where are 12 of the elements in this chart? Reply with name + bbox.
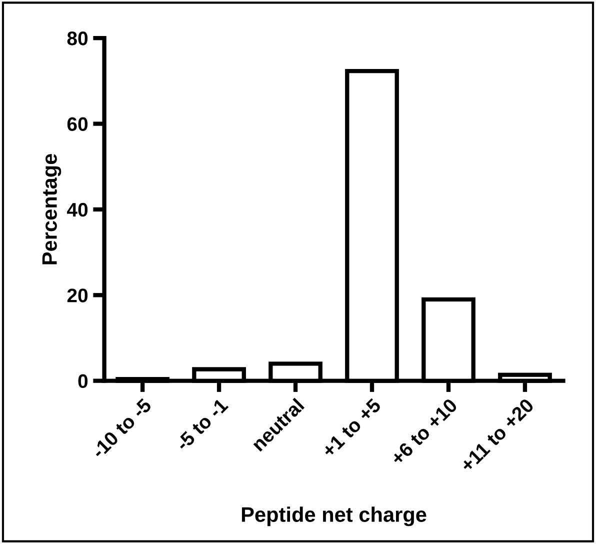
y-axis-title: Percentage	[42, 154, 62, 264]
x-tick-label: +6 to +10	[390, 398, 458, 466]
x-tick-label: -10 to -5	[90, 398, 152, 460]
x-axis-title: Peptide net charge	[242, 506, 426, 526]
y-tick-label: 60	[67, 117, 88, 131]
x-tick-label: -5 to -1	[175, 398, 229, 452]
y-tick-label: 20	[67, 288, 88, 302]
y-tick-label: 0	[78, 374, 88, 388]
y-tick-label: 40	[66, 202, 88, 217]
y-tick-label: 80	[67, 32, 88, 46]
x-tick-label: +11 to +20	[459, 398, 535, 473]
x-tick-label: +1 to +5	[321, 398, 382, 458]
